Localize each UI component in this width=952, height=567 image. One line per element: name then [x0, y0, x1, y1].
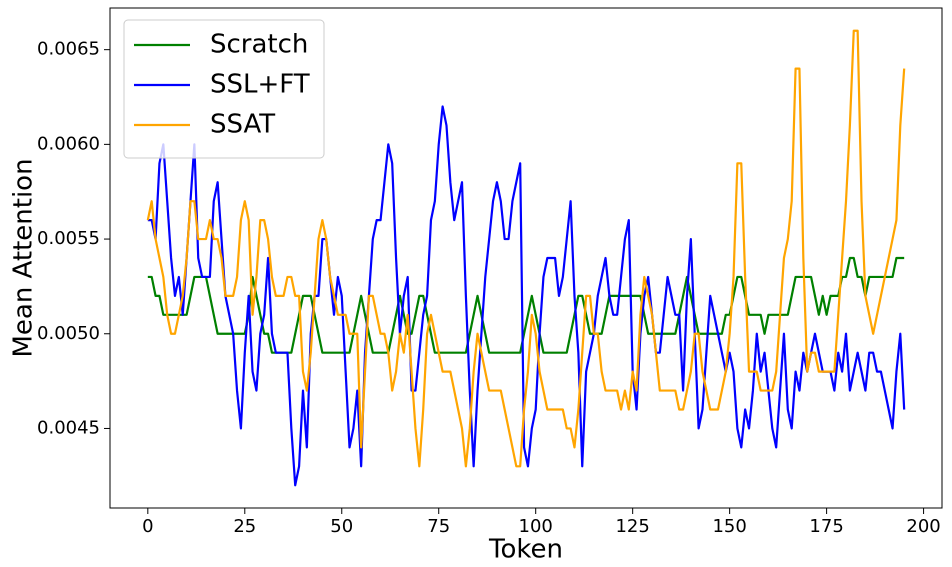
y-tick-label: 0.0050	[37, 323, 100, 344]
y-axis-label: Mean Attention	[9, 158, 39, 357]
y-tick-label: 0.0055	[37, 228, 100, 249]
y-tick-label: 0.0060	[37, 133, 100, 154]
x-tick-label: 75	[427, 516, 450, 537]
x-tick-label: 200	[906, 516, 940, 537]
x-tick-label: 0	[142, 516, 153, 537]
x-tick-label: 25	[233, 516, 256, 537]
legend-label: SSAT	[210, 110, 275, 140]
series-line	[147, 105, 906, 487]
x-tick-label: 125	[615, 516, 649, 537]
series-line	[146, 29, 906, 468]
x-tick-label: 175	[809, 516, 843, 537]
legend-label: Scratch	[210, 30, 308, 60]
legend-box	[123, 19, 325, 159]
plot-frame	[109, 7, 943, 509]
series-line	[147, 256, 905, 354]
legend-label: SSL+FT	[210, 70, 310, 100]
x-tick-label: 100	[519, 516, 553, 537]
y-tick-label: 0.0065	[37, 39, 100, 60]
y-tick-label: 0.0045	[37, 417, 100, 438]
x-tick-label: 50	[330, 516, 353, 537]
x-axis-label: Token	[488, 535, 563, 565]
x-tick-label: 150	[712, 516, 746, 537]
